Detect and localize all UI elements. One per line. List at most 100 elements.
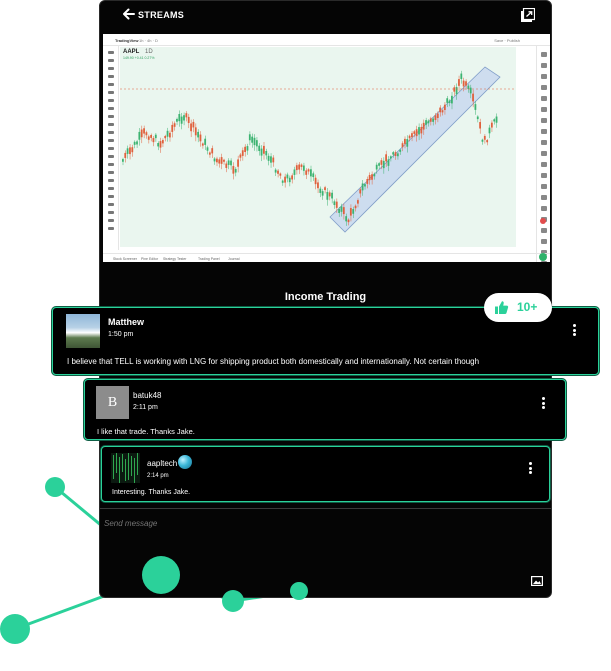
comment-text: Interesting. Thanks Jake. bbox=[112, 489, 191, 496]
comment-author[interactable]: aapltech bbox=[147, 459, 178, 468]
comment-author[interactable]: batuk48 bbox=[133, 391, 162, 400]
candle bbox=[310, 169, 312, 177]
candle bbox=[462, 80, 465, 87]
like-count: 10+ bbox=[517, 300, 538, 314]
candle bbox=[307, 169, 310, 172]
avatar[interactable] bbox=[66, 314, 100, 348]
price-scale bbox=[516, 47, 536, 247]
candle bbox=[246, 146, 249, 151]
candle bbox=[166, 130, 169, 137]
candle bbox=[455, 87, 458, 95]
candle bbox=[481, 139, 484, 142]
candle bbox=[152, 138, 155, 143]
candle bbox=[359, 189, 362, 194]
thumbs-up-icon bbox=[495, 301, 509, 314]
chart-screenshot[interactable]: TradingView 1h · 4h · D Save · Publish A… bbox=[103, 34, 550, 262]
candle bbox=[208, 152, 211, 155]
candle bbox=[321, 191, 324, 196]
candle bbox=[251, 136, 254, 143]
candle bbox=[147, 136, 150, 140]
image-attach-icon[interactable] bbox=[531, 576, 543, 586]
candle bbox=[199, 134, 202, 142]
candle bbox=[122, 159, 124, 162]
bottom-item: Trading Panel bbox=[198, 257, 220, 261]
candle bbox=[180, 116, 183, 124]
candle bbox=[133, 141, 136, 145]
back-arrow-icon[interactable] bbox=[122, 7, 136, 21]
candle bbox=[267, 155, 270, 161]
comment-card[interactable]: B batuk48 2:11 pm I like that trade. Tha… bbox=[84, 379, 566, 440]
candle bbox=[371, 174, 373, 180]
candle bbox=[171, 124, 174, 132]
candle bbox=[418, 127, 420, 135]
comment-author[interactable]: Matthew bbox=[108, 317, 144, 327]
candle bbox=[154, 134, 157, 139]
candle bbox=[143, 128, 145, 134]
candle bbox=[248, 134, 251, 141]
avatar[interactable] bbox=[111, 453, 140, 483]
top-bar: STREAMS bbox=[100, 1, 551, 31]
candle bbox=[126, 148, 129, 154]
message-input[interactable] bbox=[104, 516, 434, 530]
candle bbox=[220, 157, 223, 164]
candle bbox=[223, 159, 225, 162]
candle bbox=[448, 100, 451, 104]
candle bbox=[354, 205, 357, 209]
candle bbox=[422, 122, 425, 130]
more-options-icon[interactable] bbox=[542, 397, 546, 411]
candle bbox=[434, 115, 437, 121]
candle bbox=[145, 132, 148, 136]
candle bbox=[432, 118, 434, 122]
candle bbox=[159, 141, 162, 148]
chart-toolbar-right: Save · Publish bbox=[494, 38, 520, 43]
share-icon[interactable] bbox=[520, 8, 535, 23]
more-options-icon[interactable] bbox=[529, 462, 533, 476]
candle bbox=[157, 143, 160, 147]
candle bbox=[291, 175, 293, 180]
candle bbox=[263, 145, 265, 154]
candle bbox=[239, 154, 242, 158]
more-options-icon[interactable] bbox=[573, 324, 577, 338]
candle bbox=[415, 129, 418, 137]
candle bbox=[293, 169, 296, 175]
candle bbox=[190, 123, 192, 132]
candle bbox=[338, 208, 340, 213]
right-toolbar bbox=[536, 46, 550, 262]
candle bbox=[441, 110, 444, 113]
candlestick-chart bbox=[120, 66, 516, 233]
candle bbox=[380, 160, 383, 165]
candle bbox=[331, 192, 333, 199]
candle bbox=[284, 176, 286, 183]
candle bbox=[136, 141, 138, 145]
candle bbox=[479, 122, 481, 129]
candle bbox=[425, 120, 427, 125]
stream-screen: STREAMS TradingView 1h · 4h · D Save · P… bbox=[99, 0, 552, 598]
avatar[interactable]: B bbox=[96, 386, 129, 419]
candle bbox=[347, 219, 350, 223]
comment-card[interactable]: aapltech 2:14 pm Interesting. Thanks Jak… bbox=[101, 446, 550, 502]
candle bbox=[335, 201, 338, 208]
candle bbox=[140, 129, 143, 138]
comment-time: 2:11 pm bbox=[133, 404, 158, 411]
candle bbox=[260, 148, 263, 156]
candle bbox=[472, 93, 474, 102]
candle bbox=[213, 158, 216, 162]
candle bbox=[218, 159, 221, 164]
candle bbox=[255, 140, 258, 147]
candle bbox=[361, 183, 364, 191]
page-title: STREAMS bbox=[138, 10, 185, 20]
candle bbox=[364, 184, 366, 187]
candle bbox=[476, 116, 479, 120]
candle bbox=[234, 168, 237, 173]
candle bbox=[439, 107, 442, 113]
bottom-item: Pine Editor bbox=[141, 257, 159, 261]
candle bbox=[216, 158, 218, 163]
candle bbox=[288, 177, 291, 183]
like-button[interactable]: 10+ bbox=[484, 293, 552, 322]
candle bbox=[460, 73, 463, 79]
chart-action-button[interactable] bbox=[539, 253, 547, 261]
candle bbox=[408, 135, 411, 139]
candle bbox=[436, 113, 439, 118]
candle bbox=[277, 170, 279, 174]
candle bbox=[295, 165, 298, 171]
